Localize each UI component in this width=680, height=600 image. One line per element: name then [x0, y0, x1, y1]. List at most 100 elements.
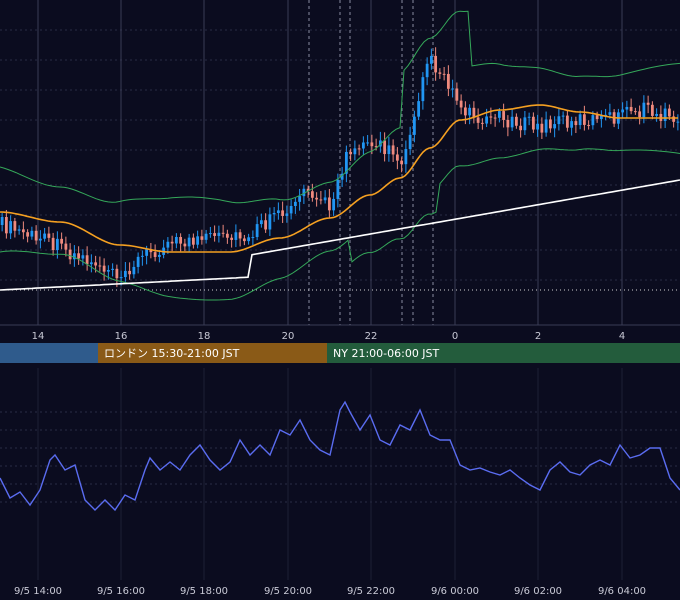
- candle-body: [51, 237, 55, 251]
- osc-axis-tick-label: 9/6 02:00: [514, 586, 562, 597]
- candle-body: [13, 221, 17, 231]
- ma-long-line: [0, 179, 680, 291]
- candle-body: [34, 230, 38, 241]
- candle-body: [315, 197, 319, 200]
- candle-body: [344, 151, 348, 174]
- candle-body: [531, 116, 535, 130]
- candle-body: [140, 255, 144, 257]
- candle-body: [595, 115, 599, 120]
- candle-body: [357, 148, 361, 150]
- candle-body: [306, 188, 310, 192]
- candle-body: [225, 233, 229, 238]
- candle-body: [582, 114, 586, 125]
- candle-body: [519, 125, 523, 131]
- candle-body: [591, 115, 595, 126]
- candle-body: [272, 213, 276, 215]
- candle-body: [298, 196, 302, 202]
- candle-body: [378, 140, 382, 147]
- candle-body: [565, 115, 569, 128]
- candle-body: [9, 221, 13, 234]
- candle-body: [111, 268, 115, 270]
- candle-body: [621, 109, 625, 113]
- candle-body: [128, 270, 132, 275]
- candle-body: [548, 119, 552, 129]
- candle-body: [302, 188, 306, 197]
- candle-body: [625, 106, 629, 110]
- candle-body: [455, 88, 459, 101]
- candle-body: [255, 224, 259, 238]
- candle-body: [391, 145, 395, 155]
- candle-body: [242, 238, 246, 242]
- bollinger-upper: [0, 10, 680, 204]
- candle-body: [642, 102, 646, 118]
- candle-body: [145, 249, 149, 256]
- main-axis-tick-label: 18: [198, 331, 211, 342]
- main-axis-tick-label: 2: [535, 331, 541, 342]
- candle-body: [429, 55, 433, 64]
- candle-body: [72, 253, 76, 260]
- candle-body: [115, 268, 119, 279]
- candle-body: [238, 232, 242, 239]
- candle-body: [485, 116, 489, 124]
- candle-body: [17, 229, 21, 231]
- candle-body: [561, 115, 565, 117]
- candle-body: [234, 232, 238, 240]
- candle-body: [221, 232, 225, 234]
- candle-body: [268, 214, 272, 230]
- ma-short-line: [0, 104, 678, 253]
- candle-body: [276, 210, 280, 214]
- candle-body: [446, 73, 450, 89]
- candle-body: [544, 119, 548, 133]
- candle-body: [672, 116, 676, 122]
- candle-body: [578, 114, 582, 126]
- candle-body: [421, 77, 425, 102]
- candle-body: [412, 116, 416, 135]
- osc-axis-tick-label: 9/6 04:00: [598, 586, 646, 597]
- candle-body: [293, 201, 297, 206]
- candle-body: [0, 217, 4, 225]
- oscillator-line: [0, 400, 680, 512]
- candle-body: [667, 108, 671, 117]
- candle-body: [281, 210, 285, 216]
- candle-body: [170, 241, 174, 244]
- candle-body: [633, 111, 637, 113]
- candle-body: [523, 117, 527, 131]
- candle-body: [196, 236, 200, 245]
- candle-body: [30, 230, 34, 237]
- candle-body: [361, 142, 365, 149]
- session-band-london: [98, 343, 327, 363]
- candle-body: [191, 237, 195, 245]
- candle-body: [187, 237, 191, 247]
- session-band-asia: [0, 343, 98, 363]
- candle-body: [493, 117, 497, 119]
- candle-body: [94, 262, 98, 266]
- candle-body: [38, 238, 42, 241]
- candle-body: [81, 255, 85, 259]
- candle-body: [166, 241, 170, 248]
- candle-body: [395, 154, 399, 161]
- candle-body: [587, 124, 591, 126]
- candle-body: [77, 253, 81, 259]
- candle-body: [204, 233, 208, 240]
- candle-body: [570, 121, 574, 128]
- candle-body: [47, 233, 51, 238]
- session-band-ny: [327, 343, 680, 363]
- candle-body: [60, 238, 64, 244]
- candle-body: [327, 197, 331, 211]
- candle-body: [55, 238, 59, 251]
- candle-body: [200, 236, 204, 240]
- candle-body: [119, 277, 123, 279]
- candle-body: [438, 72, 442, 74]
- candle-body: [442, 73, 446, 75]
- candle-body: [514, 116, 518, 126]
- candle-body: [553, 124, 557, 129]
- candle-body: [332, 198, 336, 211]
- candle-body: [264, 220, 268, 230]
- candle-body: [26, 232, 30, 237]
- candle-body: [340, 173, 344, 180]
- candle-body: [650, 104, 654, 116]
- candle-body: [434, 55, 438, 73]
- candle-body: [459, 100, 463, 108]
- candle-body: [629, 106, 633, 112]
